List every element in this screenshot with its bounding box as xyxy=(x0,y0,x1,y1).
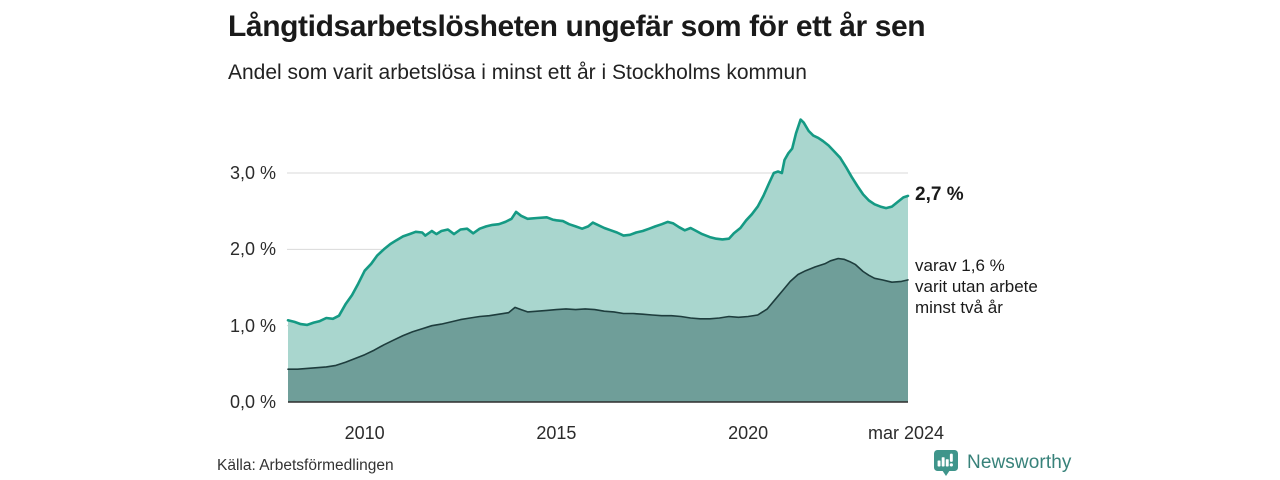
chart-subtitle: Andel som varit arbetslösa i minst ett å… xyxy=(228,61,807,84)
x-tick-label: 2020 xyxy=(728,423,769,443)
annotation-subset-line: varav 1,6 % xyxy=(915,256,1005,275)
x-tick-label: 2010 xyxy=(344,423,385,443)
page-title: Långtidsarbetslösheten ungefär som för e… xyxy=(228,10,926,43)
x-tick-label: mar 2024 xyxy=(867,423,945,443)
source-note: Källa: Arbetsförmedlingen xyxy=(217,457,394,474)
y-tick-label: 1,0 % xyxy=(229,315,276,336)
x-tick-label: 2015 xyxy=(536,423,577,443)
annotation-subset-line: varit utan arbete xyxy=(915,277,1038,296)
y-tick-label: 2,0 % xyxy=(229,239,276,260)
newsworthy-logo: Newsworthy xyxy=(933,449,1071,477)
series-line-1 xyxy=(287,257,909,371)
series-area-1 xyxy=(288,258,908,402)
newsworthy-icon xyxy=(934,450,958,476)
y-tick-label: 3,0 % xyxy=(229,163,276,183)
annotation-latest-total: 2,7 % xyxy=(915,184,964,205)
annotation-subset-line: minst två år xyxy=(915,298,1003,317)
y-tick-label: 0,0 % xyxy=(229,392,276,412)
annotation-subset: varav 1,6 % varit utan arbete minst två … xyxy=(915,255,1038,318)
newsworthy-wordmark: Newsworthy xyxy=(967,452,1072,473)
series-line-0 xyxy=(286,118,910,327)
